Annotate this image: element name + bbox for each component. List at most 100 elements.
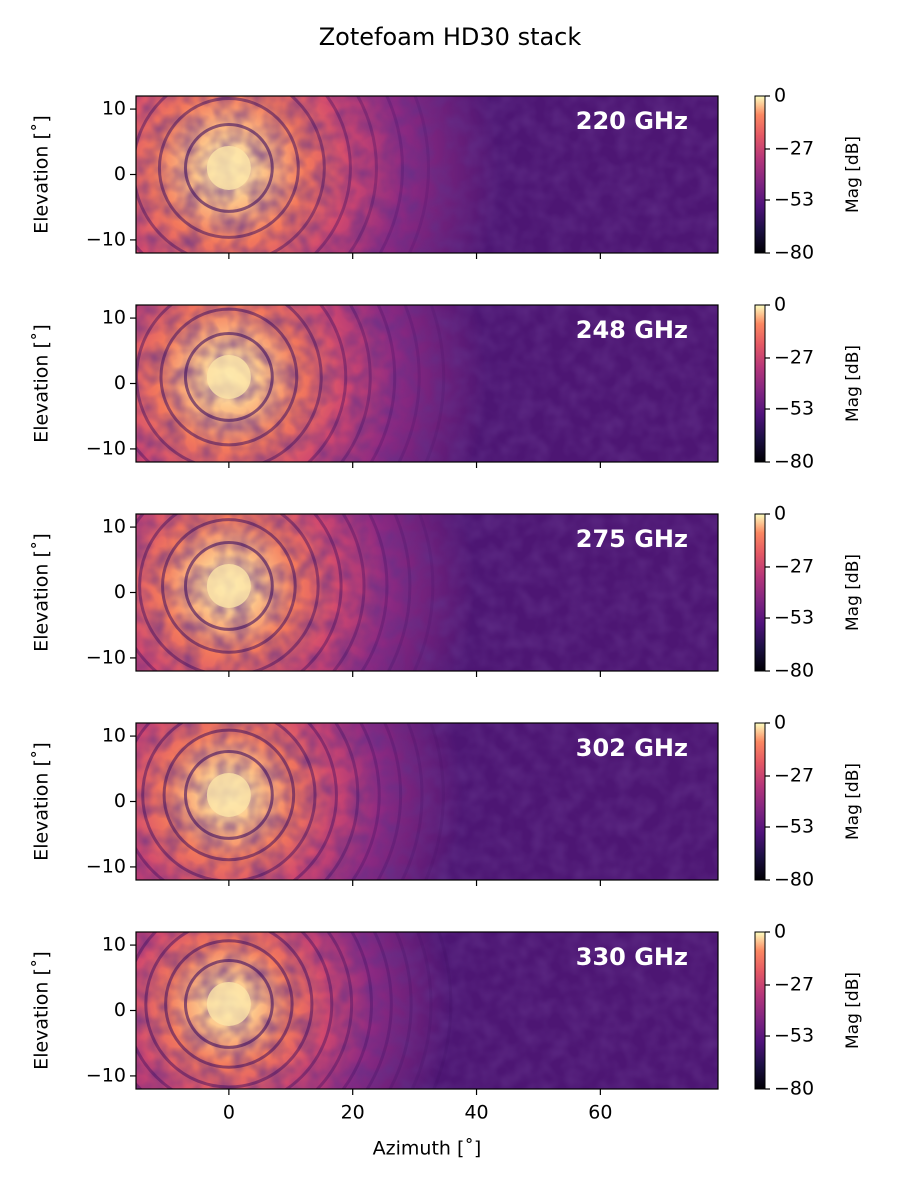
heatmap-ring	[365, 932, 393, 1089]
heatmap-ring	[136, 96, 352, 253]
y-tick-label: 0	[114, 790, 126, 812]
heatmap-ring	[183, 123, 274, 213]
y-tick-label: 10	[102, 307, 126, 329]
colorbar-tick-label: −80	[774, 869, 814, 891]
colorbar-tick-label: −53	[774, 1025, 814, 1047]
heatmap	[136, 932, 718, 1089]
heatmap-ring	[159, 307, 299, 447]
y-tick-label: −10	[86, 1064, 126, 1086]
heatmap-ring	[388, 932, 413, 1089]
y-tick-label: −10	[86, 228, 126, 250]
colorbar-label: Mag [dB]	[843, 554, 863, 631]
colorbar-tick-label: −53	[774, 607, 814, 629]
heatmap-ring	[141, 723, 317, 880]
heatmap-ring	[331, 514, 366, 671]
heatmap-ring	[386, 514, 412, 671]
heatmap-ring	[360, 514, 389, 671]
heatmap-ring	[397, 305, 421, 462]
panel-label: 220 GHz	[576, 107, 688, 135]
colorbar-tick-label: 0	[774, 503, 786, 525]
colorbar	[754, 931, 766, 1090]
heatmap-ring	[183, 332, 274, 422]
heatmap	[136, 305, 718, 462]
colorbar-tick-label: −53	[774, 189, 814, 211]
heatmap	[136, 96, 718, 253]
panel-label: 302 GHz	[576, 734, 688, 762]
heatmap-ring	[376, 723, 403, 880]
colorbar-tick-label: 0	[774, 712, 786, 734]
y-tick-label: 0	[114, 163, 126, 185]
y-axis-label: Elevation [˚]	[31, 742, 53, 861]
heatmap-ring	[400, 723, 424, 880]
heatmap	[136, 723, 718, 880]
heatmap-core	[206, 981, 251, 1026]
colorbar-tick-label: 0	[774, 85, 786, 107]
colorbar-label: Mag [dB]	[843, 345, 863, 422]
heatmap-core	[206, 354, 251, 399]
y-tick-label: 10	[102, 98, 126, 120]
heatmap-ring	[136, 932, 354, 1089]
colorbar-tick-label: −53	[774, 816, 814, 838]
colorbar-tick-label: −53	[774, 398, 814, 420]
y-tick-label: −10	[86, 646, 126, 668]
heatmap-ring	[412, 514, 435, 671]
colorbar-tick-label: 0	[774, 921, 786, 943]
colorbar-tick-label: −27	[774, 973, 814, 995]
colorbar-tick-label: −80	[774, 451, 814, 473]
colorbar-tick-label: −27	[774, 764, 814, 786]
panel-label: 330 GHz	[576, 943, 688, 971]
heatmap-ring	[138, 514, 320, 671]
x-tick-label: 40	[464, 1102, 488, 1124]
heatmap-ring	[347, 96, 378, 253]
panel-label: 248 GHz	[576, 316, 688, 344]
heatmap-ring	[144, 932, 314, 1089]
y-tick-label: 0	[114, 581, 126, 603]
colorbar-label: Mag [dB]	[843, 136, 863, 213]
x-axis-label: Azimuth [˚]	[373, 1138, 482, 1160]
heatmap-ring	[351, 723, 381, 880]
heatmap-ring	[164, 939, 294, 1069]
heatmap-ring	[136, 932, 334, 1089]
figure-title: Zotefoam HD30 stack	[319, 23, 582, 51]
heatmap-ring	[378, 96, 404, 253]
heatmap-ring	[136, 96, 326, 253]
colorbar	[754, 513, 766, 672]
heatmap-ring	[432, 932, 453, 1089]
colorbar-tick-label: −80	[774, 242, 814, 264]
colorbar-tick-label: −80	[774, 660, 814, 682]
heatmap-ring	[183, 959, 274, 1049]
heatmap-ring	[161, 518, 297, 654]
heatmap-ring	[183, 541, 274, 631]
heatmap-ring	[407, 96, 430, 253]
x-tick-label: 60	[588, 1102, 612, 1124]
heatmap-ring	[162, 728, 296, 862]
colorbar-tick-label: 0	[774, 294, 786, 316]
y-tick-label: 0	[114, 999, 126, 1021]
heatmap-ring	[323, 723, 360, 880]
heatmap-ring	[410, 932, 433, 1089]
colorbar-tick-label: −27	[774, 346, 814, 368]
colorbar	[754, 722, 766, 881]
colorbar-label: Mag [dB]	[843, 972, 863, 1049]
y-axis-label: Elevation [˚]	[31, 115, 53, 234]
colorbar	[754, 95, 766, 254]
y-tick-label: −10	[86, 437, 126, 459]
heatmap-core	[206, 772, 251, 817]
y-tick-label: 10	[102, 516, 126, 538]
x-tick-label: 0	[223, 1102, 235, 1124]
y-axis-label: Elevation [˚]	[31, 951, 53, 1070]
heatmap-core	[206, 145, 251, 190]
colorbar-tick-label: −27	[774, 555, 814, 577]
y-tick-label: −10	[86, 855, 126, 877]
heatmap-ring	[424, 723, 445, 880]
heatmap-ring	[136, 305, 348, 462]
y-tick-label: 10	[102, 934, 126, 956]
heatmap-ring	[157, 97, 300, 239]
heatmap-ring	[424, 305, 446, 462]
colorbar-tick-label: −80	[774, 1078, 814, 1100]
y-axis-label: Elevation [˚]	[31, 324, 53, 443]
heatmap	[136, 514, 718, 671]
heatmap-core	[206, 563, 251, 608]
heatmap-ring	[339, 305, 372, 462]
